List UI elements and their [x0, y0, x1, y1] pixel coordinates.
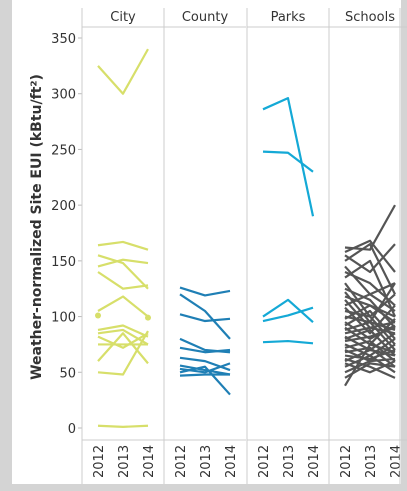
y-tick-label: 200	[51, 199, 76, 214]
series-line	[262, 97, 315, 217]
panel-schools: Schools 2012 2013 2014	[328, 8, 407, 484]
series-line	[97, 332, 149, 365]
right-frame	[401, 0, 407, 491]
y-axis: 0 50 100 150 200 250 300 350	[51, 32, 82, 437]
series-line	[344, 348, 396, 363]
series-line	[344, 326, 396, 343]
x-tick-label: 2014	[142, 445, 157, 478]
series-line	[97, 324, 149, 338]
series-line	[262, 150, 314, 173]
y-tick-label: 50	[59, 366, 76, 381]
series-line	[262, 339, 314, 345]
x-tick-label: 2013	[364, 445, 379, 478]
panel-city: City 2012 2013 2014	[81, 8, 164, 484]
chart-panels: City 2012 2013 2014 County 2012 2013 2014 Parks 2…	[81, 8, 407, 484]
series-line	[344, 293, 396, 312]
panel-county: County 2012 2013 2014	[163, 8, 246, 484]
series-line	[97, 48, 149, 95]
series-line	[344, 239, 396, 273]
series-line	[97, 332, 149, 349]
x-tick-label: 2013	[199, 445, 214, 478]
x-tick-label: 2012	[339, 445, 354, 478]
series-line	[179, 373, 230, 377]
x-tick-label: 2012	[92, 445, 107, 478]
left-frame	[0, 0, 12, 491]
series-line	[344, 243, 396, 295]
series-line	[179, 293, 231, 340]
y-tick-label: 350	[51, 32, 76, 47]
series-point	[145, 314, 151, 321]
series-line	[344, 287, 396, 329]
series-line	[344, 357, 396, 379]
panel-header: City	[110, 10, 136, 25]
series-line	[344, 357, 396, 374]
x-tick-label: 2013	[117, 445, 132, 478]
series-line	[344, 304, 396, 335]
series-line	[179, 364, 231, 376]
x-tick-label: 2014	[307, 445, 322, 478]
series-line	[97, 295, 149, 318]
series-line	[97, 330, 149, 376]
panel-header: County	[182, 10, 229, 25]
series-line	[179, 365, 231, 396]
series-line	[179, 346, 231, 354]
panel-header: Parks	[271, 10, 306, 25]
y-tick-label: 150	[51, 255, 76, 270]
x-tick-label: 2013	[282, 445, 297, 478]
panel-header: Schools	[345, 10, 395, 25]
series-line	[97, 271, 149, 290]
series-line	[97, 424, 149, 428]
series-line	[344, 343, 396, 387]
y-axis-label: Weather-normalized Site EUI (kBtu/ft²)	[29, 74, 45, 380]
series-line	[262, 306, 314, 323]
series-line	[344, 309, 396, 346]
series-line	[179, 286, 231, 297]
series-line	[344, 321, 396, 335]
series-line	[344, 354, 396, 374]
series-line	[344, 304, 396, 320]
series-line	[97, 240, 149, 251]
series-line	[97, 328, 149, 346]
series-line	[344, 204, 396, 251]
y-tick-label: 250	[51, 143, 76, 158]
series-line	[344, 328, 396, 357]
panel-parks: Parks 2012 2013 2014	[246, 8, 329, 484]
y-tick-label: 100	[51, 311, 76, 326]
series-line	[97, 258, 149, 268]
series-line	[344, 243, 396, 274]
x-tick-label: 2012	[257, 445, 272, 478]
series-point	[95, 312, 101, 319]
x-tick-label: 2012	[174, 445, 189, 478]
series-line	[344, 321, 396, 351]
y-tick-label: 300	[51, 88, 76, 103]
series-line	[262, 298, 314, 323]
x-tick-label: 2014	[389, 445, 404, 478]
x-tick-label: 2014	[224, 445, 239, 478]
bottom-frame	[0, 484, 407, 491]
y-tick-label: 0	[68, 422, 76, 437]
series-line	[97, 254, 149, 290]
series-line	[179, 313, 231, 323]
